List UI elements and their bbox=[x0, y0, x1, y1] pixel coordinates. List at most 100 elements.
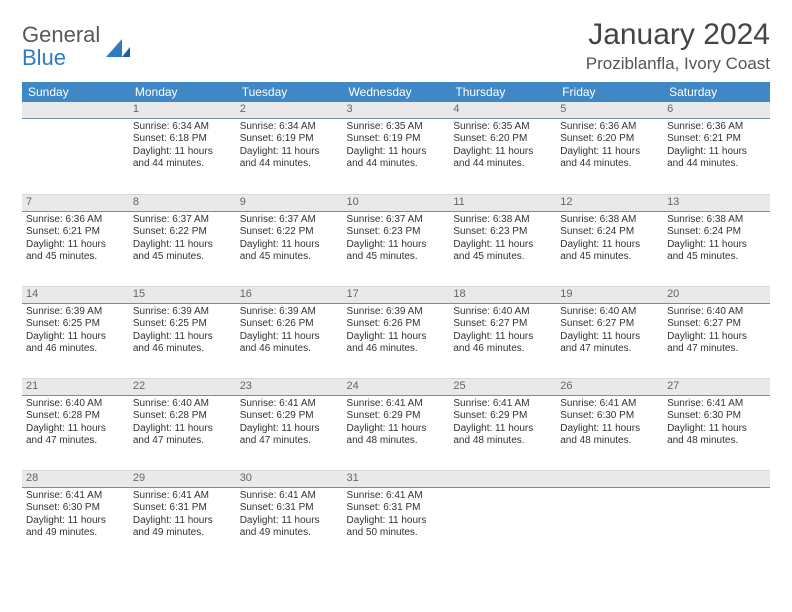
day-details: Sunrise: 6:39 AMSunset: 6:25 PMDaylight:… bbox=[133, 306, 232, 356]
calendar-week: 28Sunrise: 6:41 AMSunset: 6:30 PMDayligh… bbox=[22, 470, 770, 562]
calendar-day: 7Sunrise: 6:36 AMSunset: 6:21 PMDaylight… bbox=[22, 194, 129, 286]
day-details: Sunrise: 6:38 AMSunset: 6:24 PMDaylight:… bbox=[667, 214, 766, 264]
weekday-header: Monday bbox=[129, 82, 236, 102]
daylight-line2: and 47 minutes. bbox=[133, 435, 232, 448]
daylight-line1: Daylight: 11 hours bbox=[240, 146, 339, 159]
sunrise: Sunrise: 6:41 AM bbox=[347, 398, 446, 411]
sunset: Sunset: 6:21 PM bbox=[26, 226, 125, 239]
sunrise: Sunrise: 6:41 AM bbox=[667, 398, 766, 411]
sunrise: Sunrise: 6:36 AM bbox=[26, 214, 125, 227]
day-number: 17 bbox=[343, 286, 450, 304]
calendar-day-empty bbox=[22, 102, 129, 194]
calendar-page: General Blue January 2024 Proziblanfla, … bbox=[0, 0, 792, 572]
sunrise: Sunrise: 6:40 AM bbox=[133, 398, 232, 411]
sunrise: Sunrise: 6:40 AM bbox=[26, 398, 125, 411]
calendar-day: 19Sunrise: 6:40 AMSunset: 6:27 PMDayligh… bbox=[556, 286, 663, 378]
calendar-day: 30Sunrise: 6:41 AMSunset: 6:31 PMDayligh… bbox=[236, 470, 343, 562]
daylight-line2: and 46 minutes. bbox=[453, 343, 552, 356]
sunrise: Sunrise: 6:38 AM bbox=[453, 214, 552, 227]
sunrise: Sunrise: 6:35 AM bbox=[347, 121, 446, 134]
day-number: 9 bbox=[236, 194, 343, 212]
page-header: General Blue January 2024 Proziblanfla, … bbox=[22, 18, 770, 74]
daylight-line1: Daylight: 11 hours bbox=[240, 423, 339, 436]
sunrise: Sunrise: 6:38 AM bbox=[667, 214, 766, 227]
sunrise: Sunrise: 6:40 AM bbox=[560, 306, 659, 319]
calendar-day: 9 Sunrise: 6:37 AMSunset: 6:22 PMDaylight… bbox=[236, 194, 343, 286]
day-details: Sunrise: 6:37 AMSunset: 6:23 PMDaylight:… bbox=[347, 214, 446, 264]
sunset: Sunset: 6:30 PM bbox=[667, 410, 766, 423]
daylight-line1: Daylight: 11 hours bbox=[26, 515, 125, 528]
calendar-day: 13Sunrise: 6:38 AMSunset: 6:24 PMDayligh… bbox=[663, 194, 770, 286]
daylight-line1: Daylight: 11 hours bbox=[240, 331, 339, 344]
weekday-header: Friday bbox=[556, 82, 663, 102]
calendar-day: 23Sunrise: 6:41 AMSunset: 6:29 PMDayligh… bbox=[236, 378, 343, 470]
sunset: Sunset: 6:18 PM bbox=[133, 133, 232, 146]
calendar-day: 8Sunrise: 6:37 AMSunset: 6:22 PMDaylight… bbox=[129, 194, 236, 286]
month-title: January 2024 bbox=[586, 18, 770, 52]
day-number bbox=[556, 470, 663, 488]
daylight-line1: Daylight: 11 hours bbox=[560, 423, 659, 436]
title-block: January 2024 Proziblanfla, Ivory Coast bbox=[586, 18, 770, 74]
calendar-day-empty bbox=[449, 470, 556, 562]
calendar-day: 2Sunrise: 6:34 AMSunset: 6:19 PMDaylight… bbox=[236, 102, 343, 194]
daylight-line2: and 45 minutes. bbox=[453, 251, 552, 264]
sunset: Sunset: 6:28 PM bbox=[133, 410, 232, 423]
day-number: 29 bbox=[129, 470, 236, 488]
sunrise: Sunrise: 6:34 AM bbox=[133, 121, 232, 134]
day-number: 2 bbox=[236, 102, 343, 119]
day-number bbox=[449, 470, 556, 488]
daylight-line1: Daylight: 11 hours bbox=[560, 239, 659, 252]
daylight-line1: Daylight: 11 hours bbox=[560, 146, 659, 159]
day-number: 3 bbox=[343, 102, 450, 119]
day-number: 19 bbox=[556, 286, 663, 304]
calendar-day: 25 Sunrise: 6:41 AMSunset: 6:29 PMDayligh… bbox=[449, 378, 556, 470]
day-details: Sunrise: 6:34 AMSunset: 6:18 PMDaylight:… bbox=[133, 121, 232, 171]
calendar-day: 12Sunrise: 6:38 AMSunset: 6:24 PMDayligh… bbox=[556, 194, 663, 286]
daylight-line1: Daylight: 11 hours bbox=[347, 515, 446, 528]
daylight-line2: and 48 minutes. bbox=[347, 435, 446, 448]
sunrise: Sunrise: 6:37 AM bbox=[133, 214, 232, 227]
daylight-line1: Daylight: 11 hours bbox=[347, 331, 446, 344]
calendar-day: 5 Sunrise: 6:36 AMSunset: 6:20 PMDaylight… bbox=[556, 102, 663, 194]
calendar-body: 1Sunrise: 6:34 AMSunset: 6:18 PMDaylight… bbox=[22, 102, 770, 562]
sunset: Sunset: 6:23 PM bbox=[347, 226, 446, 239]
day-details: Sunrise: 6:41 AMSunset: 6:29 PMDaylight:… bbox=[453, 398, 552, 448]
daylight-line1: Daylight: 11 hours bbox=[667, 423, 766, 436]
day-details: Sunrise: 6:36 AMSunset: 6:20 PMDaylight:… bbox=[560, 121, 659, 171]
sunrise: Sunrise: 6:41 AM bbox=[133, 490, 232, 503]
calendar-week: 1Sunrise: 6:34 AMSunset: 6:18 PMDaylight… bbox=[22, 102, 770, 194]
daylight-line2: and 45 minutes. bbox=[133, 251, 232, 264]
day-number: 18 bbox=[449, 286, 556, 304]
sunrise: Sunrise: 6:41 AM bbox=[453, 398, 552, 411]
daylight-line2: and 44 minutes. bbox=[240, 158, 339, 171]
weekday-header: Thursday bbox=[449, 82, 556, 102]
daylight-line2: and 48 minutes. bbox=[667, 435, 766, 448]
sunset: Sunset: 6:31 PM bbox=[240, 502, 339, 515]
sunset: Sunset: 6:29 PM bbox=[347, 410, 446, 423]
daylight-line2: and 44 minutes. bbox=[133, 158, 232, 171]
sunrise: Sunrise: 6:40 AM bbox=[453, 306, 552, 319]
sunrise: Sunrise: 6:38 AM bbox=[560, 214, 659, 227]
day-details: Sunrise: 6:39 AMSunset: 6:25 PMDaylight:… bbox=[26, 306, 125, 356]
day-details: Sunrise: 6:41 AMSunset: 6:29 PMDaylight:… bbox=[240, 398, 339, 448]
sunset: Sunset: 6:25 PM bbox=[133, 318, 232, 331]
sunrise: Sunrise: 6:39 AM bbox=[133, 306, 232, 319]
sunset: Sunset: 6:29 PM bbox=[453, 410, 552, 423]
daylight-line1: Daylight: 11 hours bbox=[133, 331, 232, 344]
sunset: Sunset: 6:21 PM bbox=[667, 133, 766, 146]
day-number: 25 bbox=[449, 378, 556, 396]
daylight-line1: Daylight: 11 hours bbox=[453, 331, 552, 344]
day-number: 5 bbox=[556, 102, 663, 119]
calendar-day: 15Sunrise: 6:39 AMSunset: 6:25 PMDayligh… bbox=[129, 286, 236, 378]
sunset: Sunset: 6:20 PM bbox=[453, 133, 552, 146]
calendar-day-empty bbox=[556, 470, 663, 562]
calendar-day: 3 Sunrise: 6:35 AMSunset: 6:19 PMDaylight… bbox=[343, 102, 450, 194]
daylight-line2: and 46 minutes. bbox=[133, 343, 232, 356]
logo: General Blue bbox=[22, 18, 130, 69]
daylight-line1: Daylight: 11 hours bbox=[453, 239, 552, 252]
day-details: Sunrise: 6:41 AMSunset: 6:30 PMDaylight:… bbox=[26, 490, 125, 540]
day-details: Sunrise: 6:35 AMSunset: 6:19 PMDaylight:… bbox=[347, 121, 446, 171]
day-details: Sunrise: 6:37 AMSunset: 6:22 PMDaylight:… bbox=[240, 214, 339, 264]
daylight-line2: and 48 minutes. bbox=[560, 435, 659, 448]
calendar-day: 16Sunrise: 6:39 AMSunset: 6:26 PMDayligh… bbox=[236, 286, 343, 378]
